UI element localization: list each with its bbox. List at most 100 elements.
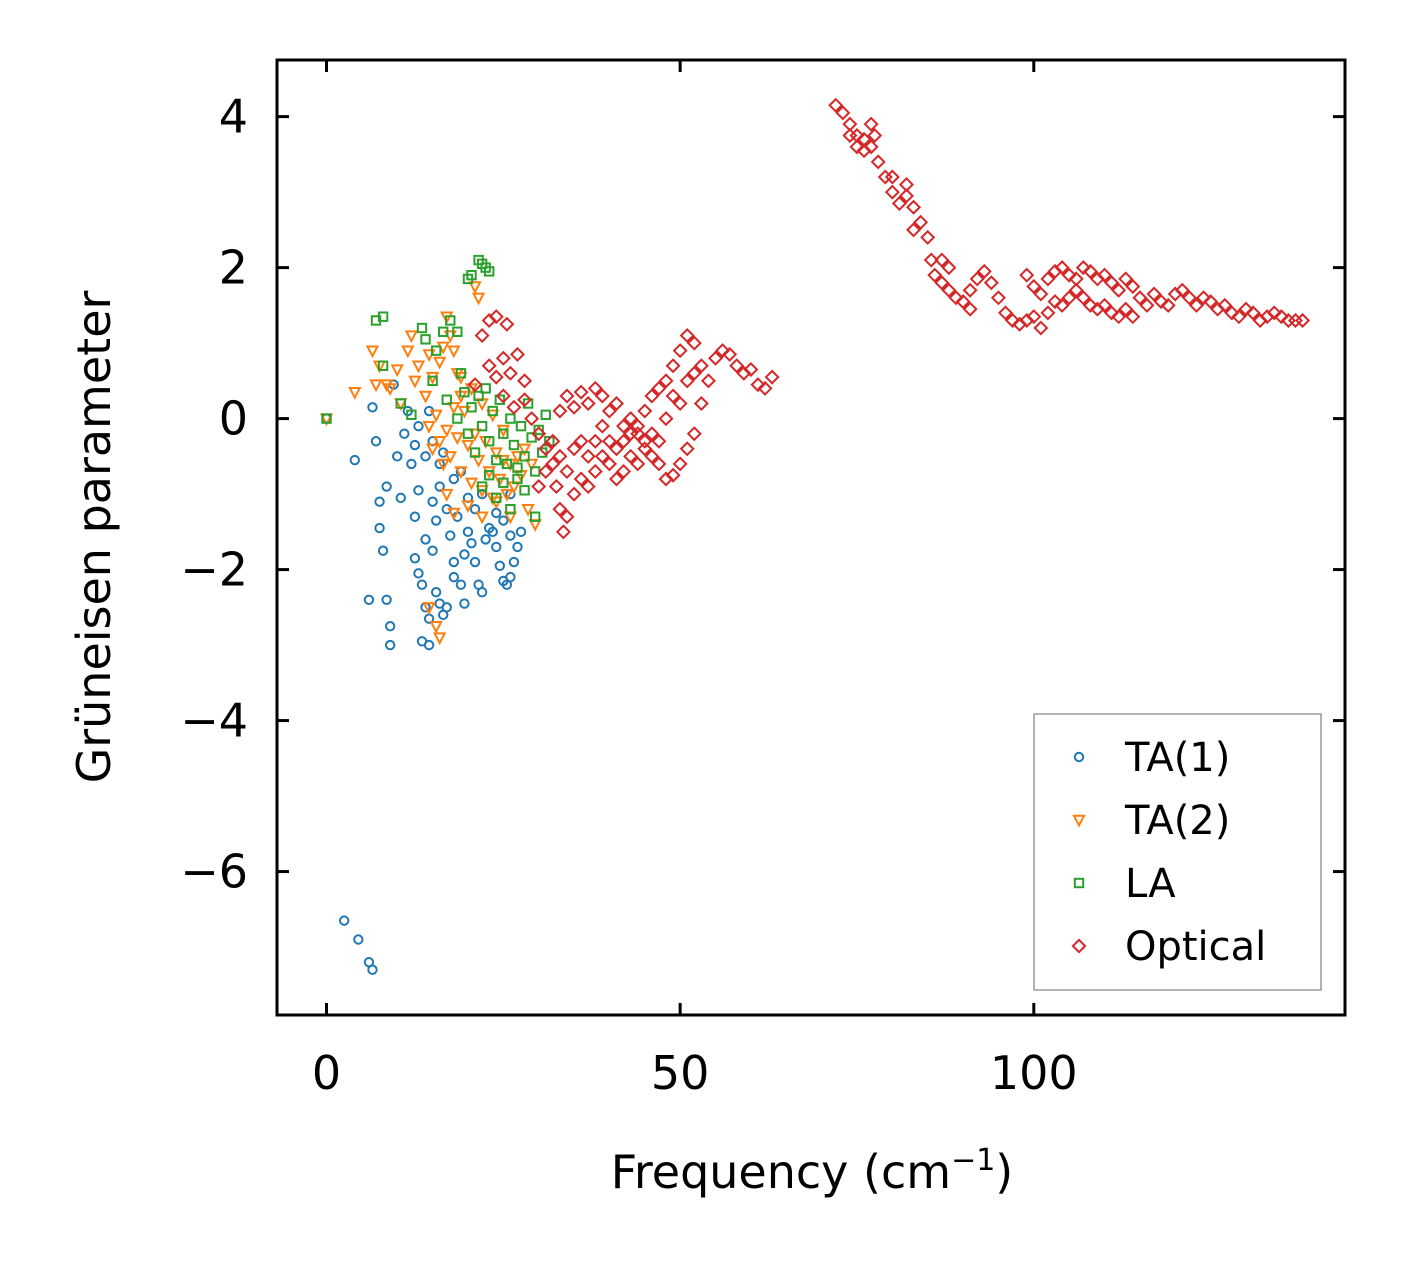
data-point	[353, 934, 364, 945]
axis-ticks: 0 50 100 4 2 0 −2 −4 −6	[180, 60, 1345, 1100]
data-point	[750, 377, 766, 393]
data-point	[552, 403, 568, 419]
data-point	[1104, 275, 1120, 291]
data-point	[623, 426, 639, 442]
legend-marker	[1073, 751, 1085, 763]
data-point	[672, 456, 688, 472]
data-point	[494, 560, 505, 572]
data-point	[488, 369, 504, 385]
data-point	[644, 426, 660, 442]
data-point	[1026, 309, 1042, 325]
data-point	[884, 169, 900, 185]
data-point	[440, 488, 454, 502]
data-point	[409, 439, 421, 451]
data-point	[1068, 282, 1084, 298]
data-point	[1082, 297, 1098, 313]
data-point	[679, 328, 695, 344]
data-point	[898, 188, 914, 204]
data-point	[383, 383, 397, 397]
data-point	[842, 127, 858, 143]
data-point	[413, 568, 424, 579]
data-point	[480, 534, 491, 545]
data-point	[489, 447, 503, 461]
data-point	[540, 409, 551, 421]
data-point	[962, 282, 978, 298]
data-point	[367, 964, 378, 975]
data-point	[425, 371, 440, 385]
data-point	[522, 398, 534, 409]
data-point	[559, 388, 575, 404]
data-point	[496, 424, 511, 438]
data-point	[377, 360, 389, 371]
data-point	[455, 579, 467, 590]
data-point	[538, 441, 554, 457]
data-point	[835, 105, 851, 121]
data-point	[672, 395, 688, 412]
data-point	[566, 486, 582, 502]
data-point	[1026, 278, 1042, 294]
series-la	[321, 254, 555, 522]
legend-marker	[1073, 877, 1085, 889]
data-point	[665, 467, 681, 483]
data-point	[594, 448, 610, 464]
x-axis-label: Frequency (cm−1)	[611, 1143, 1014, 1199]
data-point	[429, 621, 443, 634]
data-point	[509, 346, 525, 362]
data-point	[722, 346, 738, 362]
data-point	[467, 377, 483, 393]
data-point	[427, 496, 438, 507]
data-point	[580, 448, 596, 464]
data-point	[321, 413, 332, 424]
data-point	[395, 492, 406, 504]
data-point	[545, 456, 561, 472]
data-point	[913, 214, 929, 230]
plot-frame	[275, 58, 1347, 1017]
data-point	[962, 301, 978, 317]
data-point	[623, 448, 639, 464]
data-point	[411, 360, 426, 374]
data-point	[432, 436, 447, 449]
legend-marker	[1071, 938, 1087, 954]
data-point	[1125, 278, 1141, 294]
data-point	[370, 436, 382, 447]
data-point	[429, 409, 443, 423]
data-point	[863, 139, 879, 155]
data-point	[476, 481, 488, 492]
data-point	[420, 334, 431, 345]
data-point	[948, 290, 964, 306]
data-point	[1104, 305, 1120, 321]
data-point	[559, 509, 575, 525]
y-tick-label: 4	[219, 90, 248, 144]
data-point	[997, 305, 1014, 321]
data-point	[475, 511, 489, 525]
data-point	[349, 454, 361, 466]
data-point	[559, 463, 575, 479]
data-point	[447, 345, 461, 359]
data-point	[466, 269, 477, 281]
data-point	[438, 326, 449, 337]
data-point	[934, 252, 950, 268]
y-tick-label: 2	[219, 241, 248, 295]
data-point	[644, 388, 660, 404]
data-point	[863, 116, 879, 132]
data-point	[630, 456, 646, 472]
data-point	[608, 395, 625, 412]
legend-label: TA(2)	[1124, 798, 1230, 844]
y-tick-label: −2	[180, 543, 248, 597]
data-point	[498, 428, 509, 439]
data-point	[552, 501, 568, 517]
data-point	[493, 473, 507, 487]
data-point	[531, 479, 547, 495]
data-point	[416, 322, 428, 334]
data-point	[447, 402, 461, 415]
data-point	[481, 358, 497, 374]
data-point	[587, 433, 603, 449]
data-point	[849, 139, 865, 155]
data-point	[519, 485, 530, 496]
data-point	[601, 433, 617, 449]
data-point	[381, 481, 392, 492]
data-point	[552, 448, 568, 464]
data-point	[679, 441, 695, 457]
data-point	[969, 271, 985, 287]
data-point	[491, 454, 502, 466]
